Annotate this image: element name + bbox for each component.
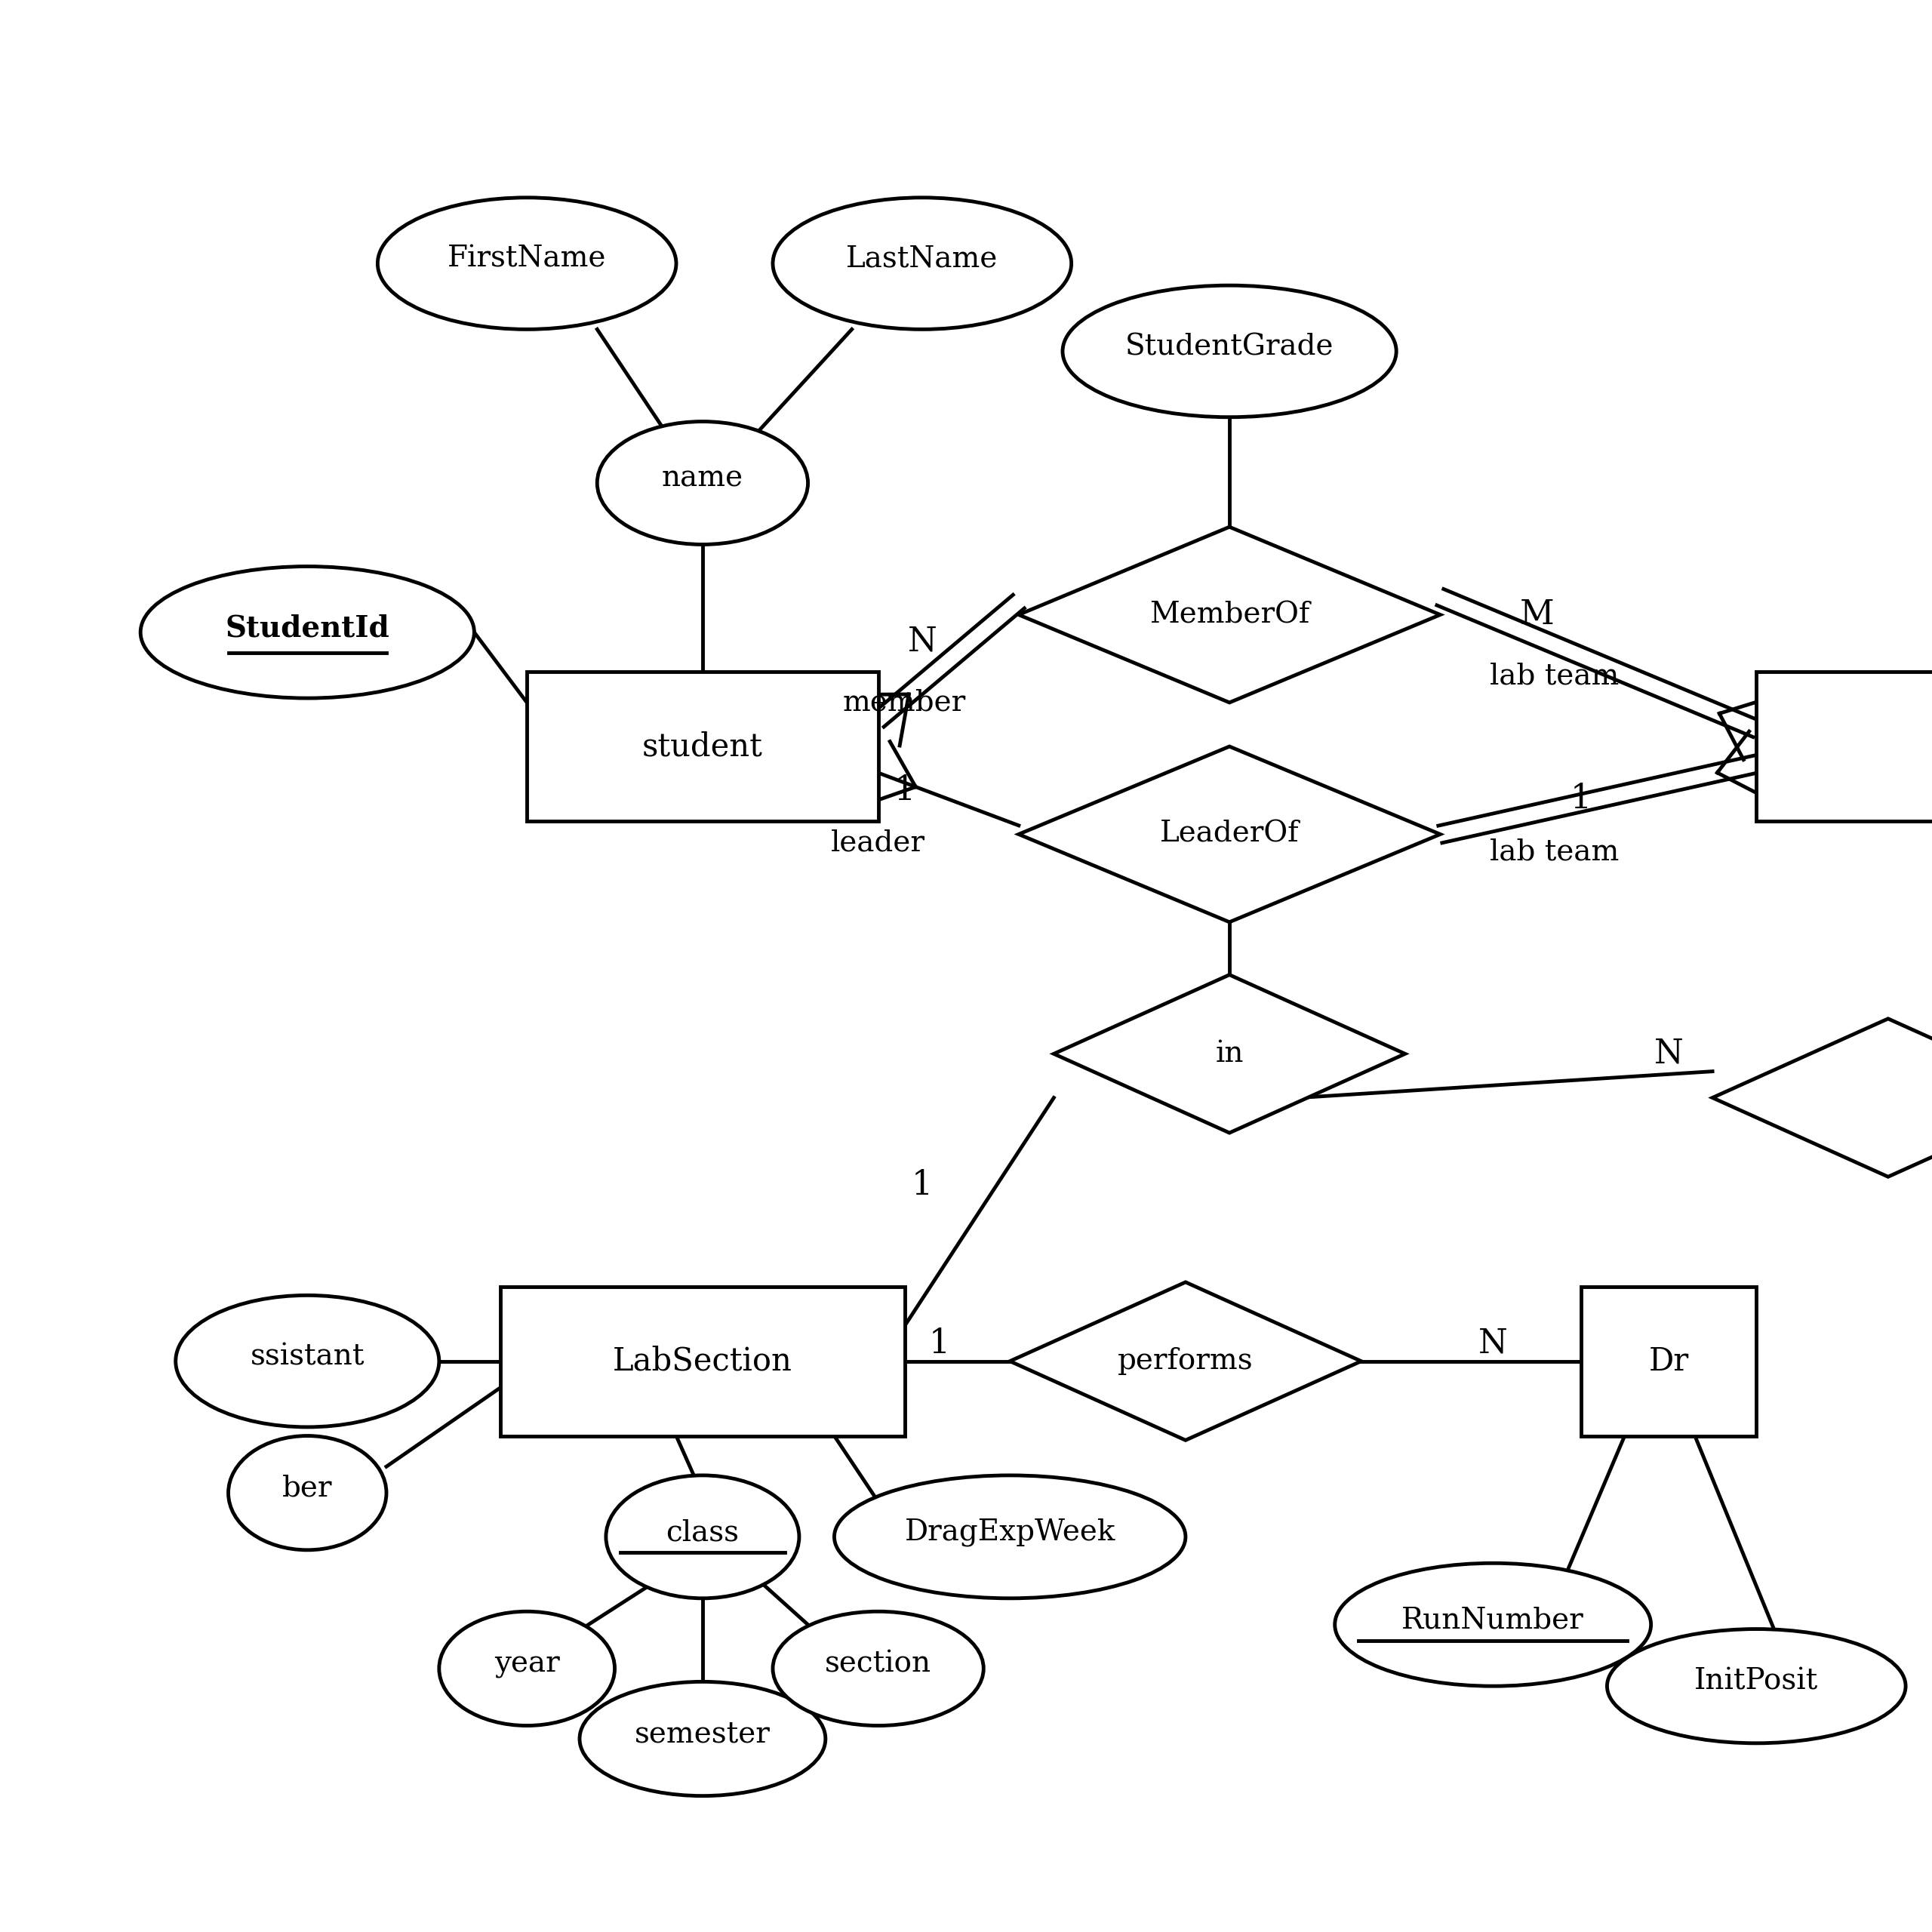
Ellipse shape: [580, 1681, 825, 1797]
Text: lab team: lab team: [1490, 663, 1619, 690]
Text: StudentGrade: StudentGrade: [1124, 332, 1333, 361]
Text: LabSection: LabSection: [612, 1345, 792, 1378]
Text: year: year: [495, 1650, 560, 1679]
Text: N: N: [1478, 1327, 1507, 1360]
Ellipse shape: [176, 1294, 439, 1428]
Text: 1: 1: [912, 1169, 933, 1202]
Text: LastName: LastName: [846, 245, 999, 272]
Text: class: class: [667, 1519, 740, 1546]
Text: member: member: [842, 688, 966, 717]
Bar: [500, 1287, 904, 1435]
Text: leader: leader: [831, 829, 925, 858]
Text: in: in: [1215, 1039, 1244, 1068]
Text: 1: 1: [1571, 782, 1592, 815]
Text: section: section: [825, 1650, 931, 1679]
Ellipse shape: [597, 421, 808, 545]
Text: semester: semester: [636, 1721, 771, 1748]
Polygon shape: [1018, 746, 1439, 922]
Text: N: N: [908, 624, 937, 657]
Text: N: N: [1654, 1037, 1683, 1070]
Ellipse shape: [1607, 1629, 1905, 1743]
Text: DragExpWeek: DragExpWeek: [904, 1519, 1115, 1548]
Ellipse shape: [228, 1435, 386, 1549]
Text: RunNumber: RunNumber: [1403, 1605, 1584, 1634]
Text: 1: 1: [895, 775, 916, 808]
Bar: [1580, 1287, 1756, 1435]
Text: LeaderOf: LeaderOf: [1159, 821, 1298, 848]
Text: MemberOf: MemberOf: [1150, 601, 1310, 628]
Ellipse shape: [1335, 1563, 1652, 1687]
Polygon shape: [1053, 976, 1405, 1132]
Text: name: name: [663, 466, 744, 493]
Text: lab team: lab team: [1490, 838, 1619, 866]
Ellipse shape: [439, 1611, 614, 1725]
Polygon shape: [1010, 1283, 1362, 1439]
Text: student: student: [641, 730, 763, 763]
Text: StudentId: StudentId: [226, 614, 390, 641]
Text: ssistant: ssistant: [251, 1343, 365, 1370]
Ellipse shape: [773, 197, 1072, 328]
Ellipse shape: [377, 197, 676, 328]
Ellipse shape: [141, 566, 473, 697]
Ellipse shape: [773, 1611, 983, 1725]
Polygon shape: [1712, 1018, 1932, 1177]
Bar: [1756, 672, 1932, 821]
Ellipse shape: [1063, 286, 1397, 417]
Bar: [527, 672, 879, 821]
Text: performs: performs: [1119, 1347, 1254, 1376]
Ellipse shape: [607, 1476, 800, 1598]
Polygon shape: [1018, 527, 1439, 703]
Text: Dr: Dr: [1648, 1345, 1689, 1378]
Text: FirstName: FirstName: [448, 245, 607, 272]
Ellipse shape: [835, 1476, 1186, 1598]
Text: ber: ber: [282, 1474, 332, 1503]
Text: M: M: [1520, 599, 1553, 632]
Text: InitPosit: InitPosit: [1694, 1667, 1818, 1696]
Text: 1: 1: [929, 1327, 951, 1360]
